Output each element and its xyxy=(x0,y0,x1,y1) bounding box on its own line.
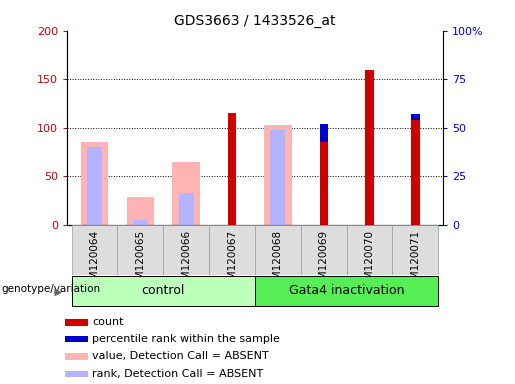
Bar xyxy=(366,70,374,225)
Text: control: control xyxy=(142,285,185,297)
Bar xyxy=(411,114,420,225)
Text: genotype/variation: genotype/variation xyxy=(2,284,100,294)
Bar xyxy=(228,113,236,225)
Bar xyxy=(65,319,88,326)
Text: GSM120066: GSM120066 xyxy=(181,230,191,293)
Bar xyxy=(320,124,328,225)
Text: GSM120071: GSM120071 xyxy=(410,230,420,293)
Bar xyxy=(228,113,236,225)
Bar xyxy=(228,113,236,225)
FancyBboxPatch shape xyxy=(72,225,117,275)
Bar xyxy=(320,142,328,225)
Text: GSM120067: GSM120067 xyxy=(227,230,237,293)
Bar xyxy=(320,142,328,225)
Title: GDS3663 / 1433526_at: GDS3663 / 1433526_at xyxy=(174,14,336,28)
Bar xyxy=(228,113,236,225)
FancyBboxPatch shape xyxy=(392,225,438,275)
Text: GSM120065: GSM120065 xyxy=(135,230,145,293)
Bar xyxy=(127,197,154,225)
Bar xyxy=(366,70,374,225)
Text: GSM120070: GSM120070 xyxy=(365,230,374,293)
Bar xyxy=(133,220,148,225)
Bar xyxy=(411,120,420,225)
Text: rank, Detection Call = ABSENT: rank, Detection Call = ABSENT xyxy=(92,369,264,379)
FancyBboxPatch shape xyxy=(347,225,392,275)
Bar xyxy=(366,70,374,225)
Bar xyxy=(87,147,102,225)
Bar xyxy=(320,124,328,225)
Text: percentile rank within the sample: percentile rank within the sample xyxy=(92,334,280,344)
Bar xyxy=(65,353,88,360)
FancyBboxPatch shape xyxy=(72,276,255,306)
Bar xyxy=(264,125,291,225)
Text: Gata4 inactivation: Gata4 inactivation xyxy=(289,285,404,297)
Bar xyxy=(173,162,200,225)
Bar xyxy=(366,105,374,225)
Text: GSM120069: GSM120069 xyxy=(319,230,329,293)
Text: count: count xyxy=(92,317,124,327)
Bar xyxy=(411,114,420,225)
FancyBboxPatch shape xyxy=(301,225,347,275)
FancyBboxPatch shape xyxy=(209,225,255,275)
Bar xyxy=(179,193,194,225)
Text: GSM120068: GSM120068 xyxy=(273,230,283,293)
FancyBboxPatch shape xyxy=(255,276,438,306)
Bar xyxy=(411,120,420,225)
Bar xyxy=(411,120,420,225)
Bar xyxy=(65,371,88,377)
Bar xyxy=(228,113,236,225)
Bar xyxy=(270,130,285,225)
Bar xyxy=(65,336,88,343)
Bar xyxy=(81,142,108,225)
FancyBboxPatch shape xyxy=(163,225,209,275)
FancyBboxPatch shape xyxy=(255,225,301,275)
Text: GSM120064: GSM120064 xyxy=(90,230,99,293)
Text: value, Detection Call = ABSENT: value, Detection Call = ABSENT xyxy=(92,351,269,361)
Bar xyxy=(366,105,374,225)
FancyBboxPatch shape xyxy=(117,225,163,275)
Bar xyxy=(320,142,328,225)
